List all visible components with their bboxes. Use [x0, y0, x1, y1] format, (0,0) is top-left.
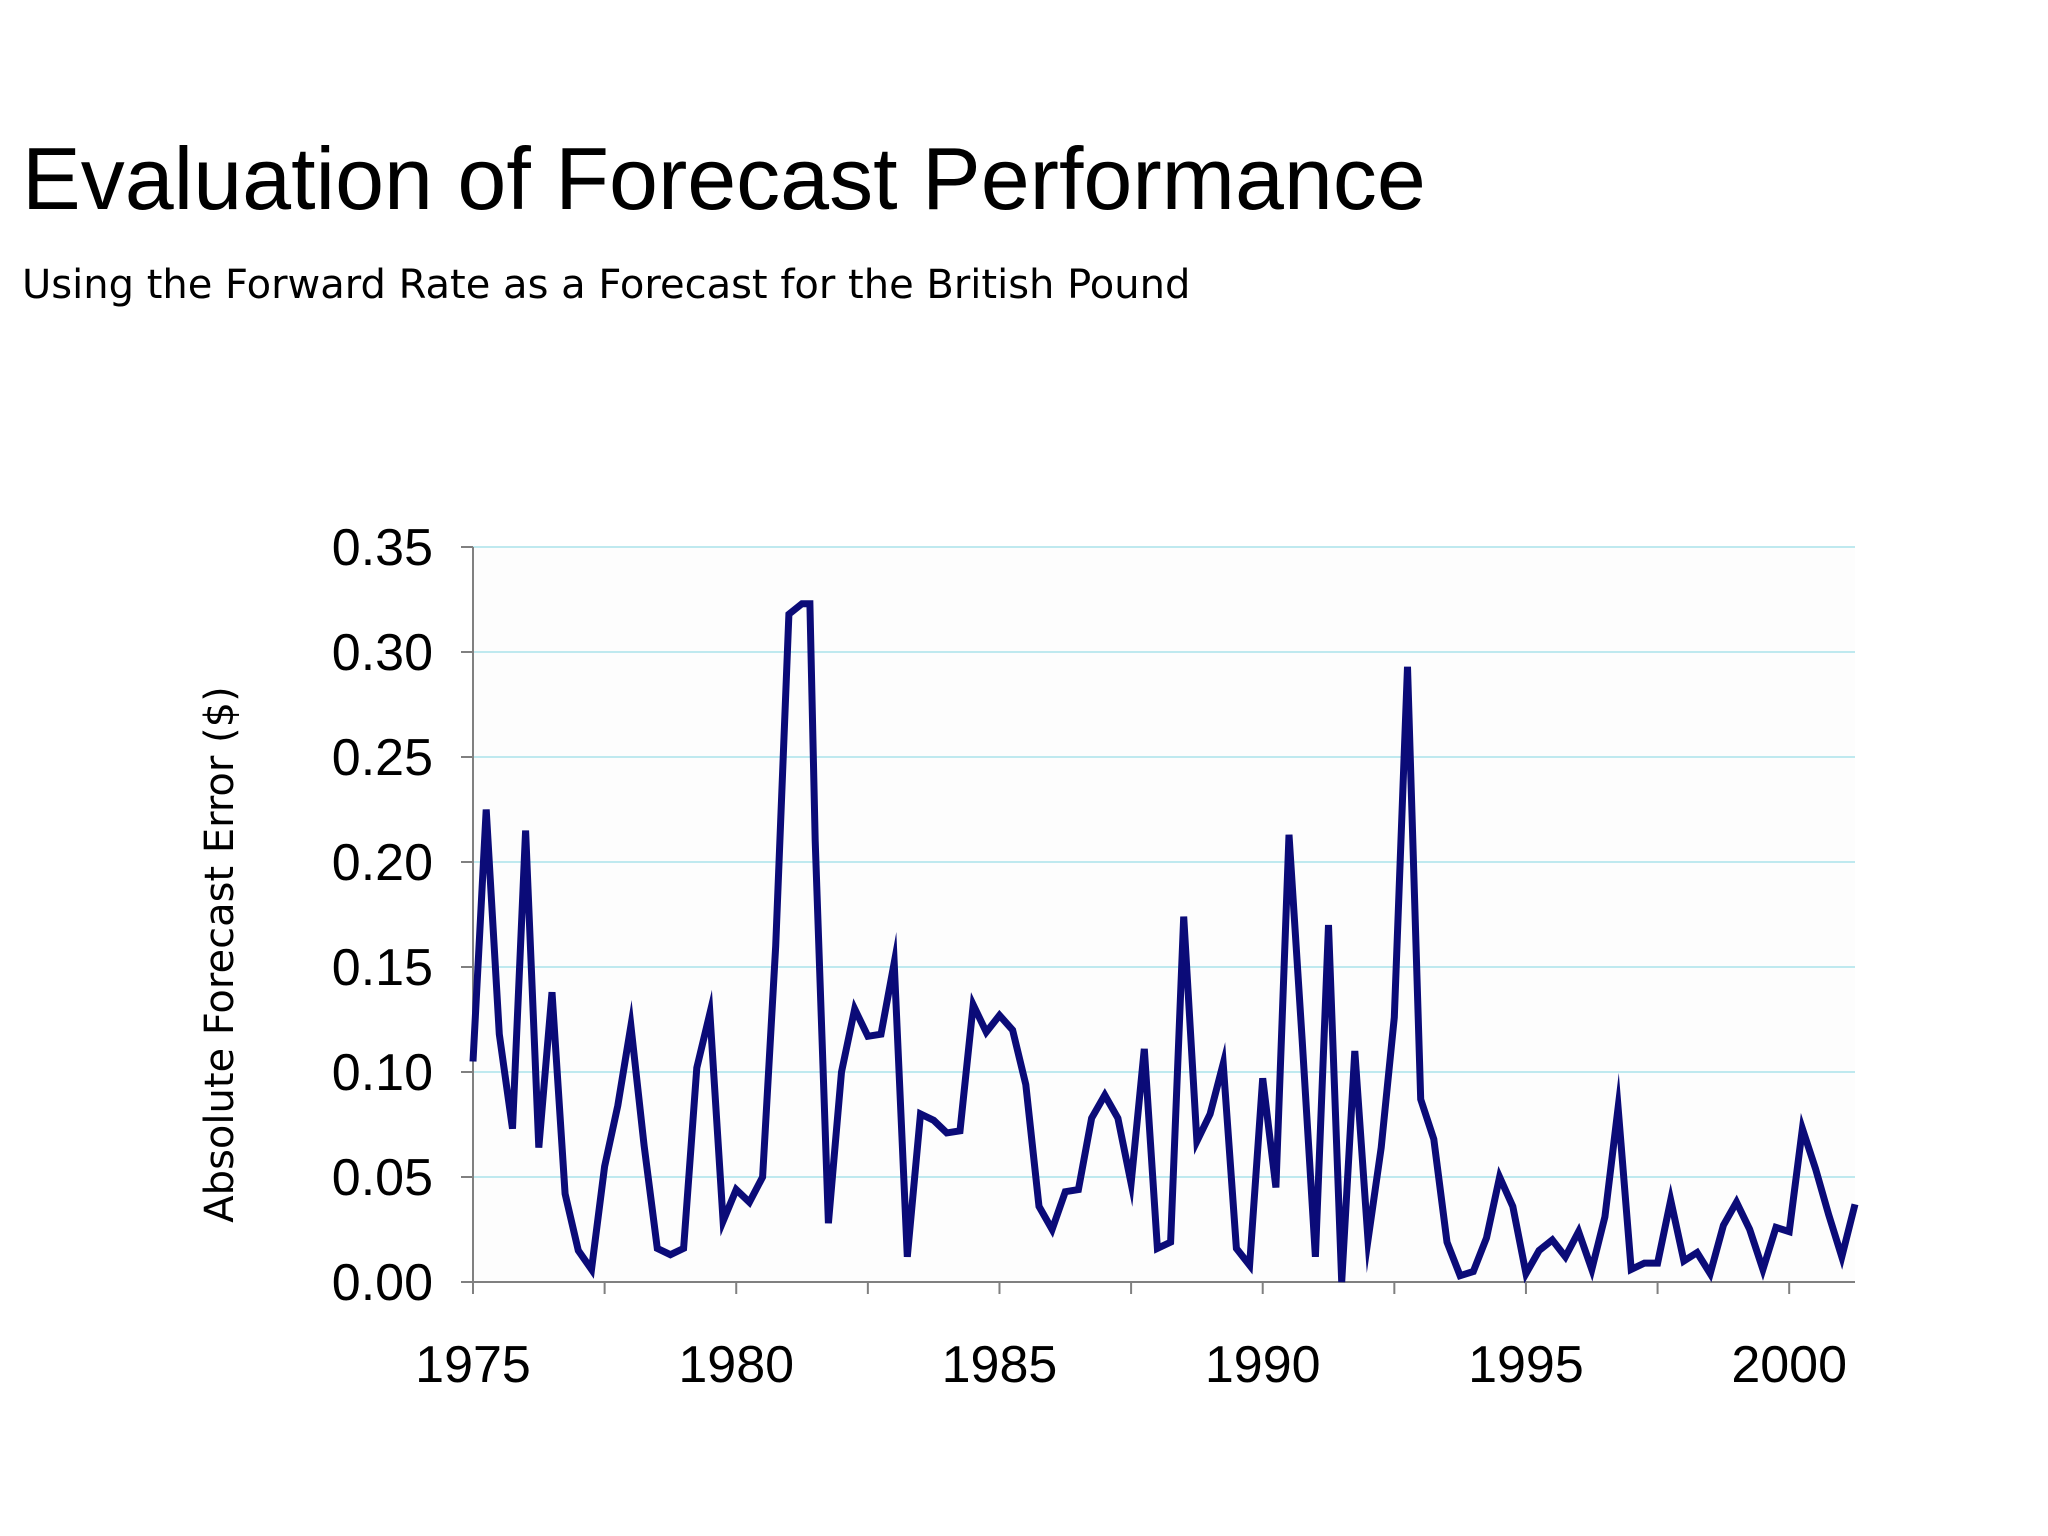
x-tick-label: 2000 [1731, 1336, 1847, 1394]
x-tick-label: 1990 [1205, 1336, 1321, 1394]
x-tick-label: 1975 [415, 1336, 531, 1394]
y-tick-label: 0.30 [332, 624, 433, 682]
slide-title: Evaluation of Forecast Performance [22, 129, 1426, 228]
y-tick-label: 0.00 [332, 1254, 433, 1312]
y-axis-title: Absolute Forecast Error ($) [197, 686, 243, 1222]
y-tick-label: 0.25 [332, 729, 433, 787]
y-tick-label: 0.20 [332, 834, 433, 892]
y-tick-label: 0.35 [332, 519, 433, 577]
x-tick-label: 1995 [1468, 1336, 1584, 1394]
series-line-0 [469, 600, 1859, 1284]
y-tick-label: 0.10 [332, 1044, 433, 1102]
y-tick-label: 0.15 [332, 939, 433, 997]
x-tick-label: 1980 [678, 1336, 794, 1394]
slide-subtitle: Using the Forward Rate as a Forecast for… [22, 262, 1191, 308]
x-tick-label: 1985 [942, 1336, 1058, 1394]
y-tick-label: 0.05 [332, 1149, 433, 1207]
plot-area [473, 547, 1855, 1282]
